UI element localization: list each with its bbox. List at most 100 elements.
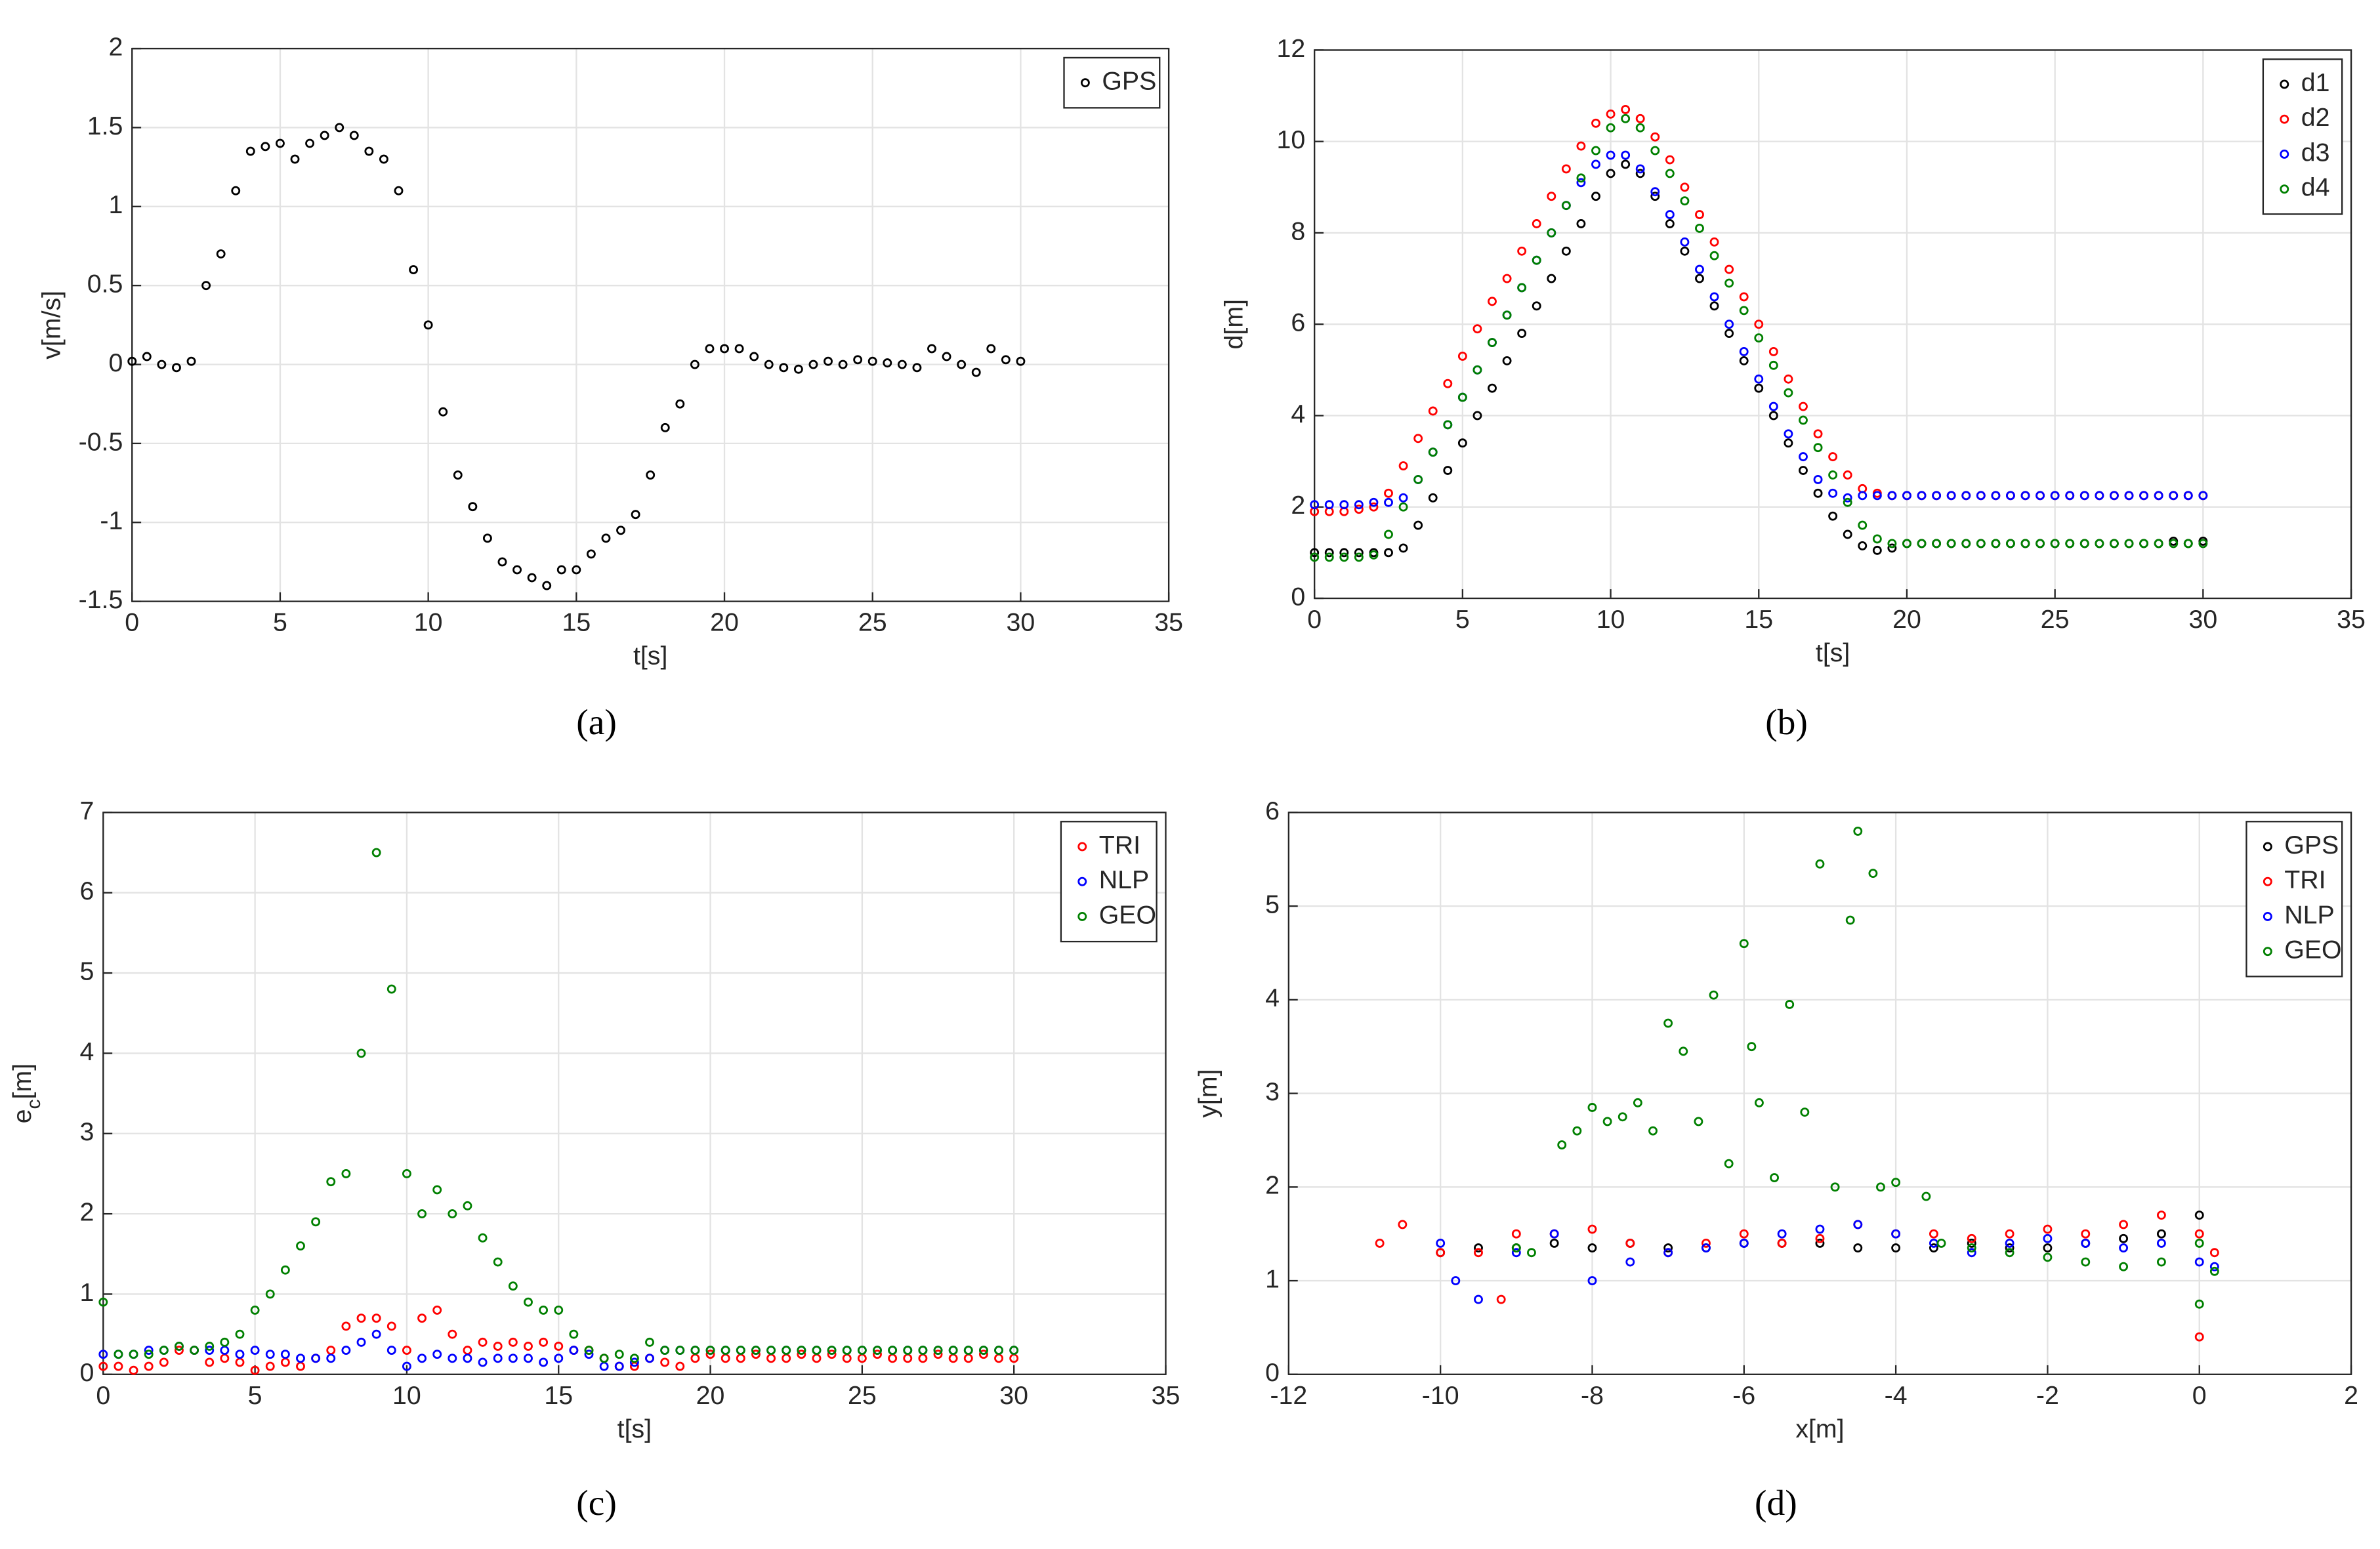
data-point <box>2050 539 2060 548</box>
data-point <box>1799 466 1808 475</box>
data-point <box>114 1361 123 1371</box>
data-point <box>2005 1229 2015 1239</box>
data-point <box>766 1346 776 1355</box>
data-point <box>824 356 833 366</box>
data-point <box>275 138 285 148</box>
data-point <box>2139 491 2149 501</box>
subplot-caption: (c) <box>576 1483 617 1523</box>
x-tick-label: 0 <box>1307 605 1322 634</box>
data-point <box>261 142 270 152</box>
data-point <box>205 1346 215 1355</box>
y-axis-label: v[m/s] <box>37 291 66 360</box>
data-point <box>341 1321 351 1331</box>
data-point <box>601 533 611 543</box>
y-tick-label: 0 <box>1291 582 1305 611</box>
data-point <box>616 526 625 535</box>
data-point <box>2124 539 2134 548</box>
data-point <box>468 502 478 512</box>
data-point <box>1770 1173 1779 1182</box>
data-point <box>1413 520 1423 530</box>
data-point <box>1724 320 1734 329</box>
data-point <box>1625 1257 1635 1267</box>
y-tick-label: 10 <box>1277 125 1306 154</box>
data-point <box>280 1350 290 1359</box>
data-point <box>1694 1117 1703 1126</box>
data-point <box>1339 548 1349 558</box>
data-point <box>1929 1243 1938 1253</box>
data-point <box>1650 132 1660 142</box>
data-point <box>1843 493 1852 503</box>
data-point <box>631 510 640 520</box>
y-tick-label: 0 <box>108 348 123 377</box>
data-point <box>1457 392 1467 402</box>
data-point <box>379 154 388 164</box>
data-point <box>127 356 137 366</box>
data-point <box>1511 1248 1521 1258</box>
data-point <box>1602 1117 1612 1126</box>
data-point <box>1784 388 1793 398</box>
data-point <box>453 470 463 480</box>
x-tick-label: 20 <box>1892 605 1921 634</box>
data-point <box>512 565 522 575</box>
data-point <box>463 1201 472 1210</box>
data-point <box>539 1357 549 1367</box>
data-point <box>386 1346 396 1355</box>
data-point <box>1310 500 1320 510</box>
data-point <box>524 1297 533 1307</box>
legend-label: GPS <box>1102 67 1156 96</box>
data-point <box>1709 292 1719 302</box>
y-tick-label: -1.5 <box>79 585 123 614</box>
data-point <box>1828 470 1838 480</box>
data-point <box>1436 1239 1446 1248</box>
y-tick-label: 1 <box>1265 1264 1280 1293</box>
y-tick-label: 4 <box>1265 983 1280 1012</box>
data-point <box>2154 539 2163 548</box>
data-point <box>1754 320 1764 329</box>
data-point <box>1724 278 1734 288</box>
data-point <box>1665 155 1675 165</box>
data-point <box>1517 246 1527 256</box>
data-point <box>1547 228 1556 238</box>
data-point <box>1457 351 1467 361</box>
data-point <box>2043 1252 2053 1262</box>
data-point <box>827 1346 837 1355</box>
data-point <box>1739 1229 1749 1239</box>
data-point <box>1591 159 1600 169</box>
y-tick-label: 1.5 <box>87 112 123 140</box>
x-axis-label: x[m] <box>1795 1415 1844 1443</box>
data-point <box>335 123 344 133</box>
data-point <box>933 1350 943 1359</box>
x-tick-label: 10 <box>414 608 443 637</box>
data-point <box>599 1353 609 1363</box>
data-point <box>808 360 818 369</box>
x-tick-label: 15 <box>544 1381 573 1410</box>
data-point <box>1976 491 1986 501</box>
axes-box <box>131 47 1170 602</box>
legend-marker <box>2280 149 2289 159</box>
data-point <box>978 1350 988 1359</box>
data-point <box>1768 402 1778 411</box>
data-point <box>1709 301 1719 311</box>
data-point <box>524 1353 533 1363</box>
data-point <box>1576 219 1586 228</box>
data-point <box>646 470 656 480</box>
data-point <box>645 1337 654 1347</box>
data-point <box>1701 1243 1711 1253</box>
data-point <box>175 1342 184 1351</box>
data-point <box>584 1350 594 1359</box>
data-point <box>857 1346 867 1355</box>
data-point <box>1384 529 1393 539</box>
data-point <box>1872 491 1882 501</box>
data-point <box>1648 1126 1658 1136</box>
data-point <box>675 1346 685 1355</box>
legend-marker <box>1077 842 1087 852</box>
data-point <box>2065 539 2075 548</box>
y-tick-label: 2 <box>108 32 123 61</box>
x-tick-label: 25 <box>848 1381 877 1410</box>
data-point <box>1843 497 1852 507</box>
data-point <box>1665 169 1675 178</box>
data-point <box>629 1353 639 1363</box>
data-point <box>1621 150 1631 160</box>
data-point <box>918 1346 928 1355</box>
data-point <box>749 352 759 361</box>
